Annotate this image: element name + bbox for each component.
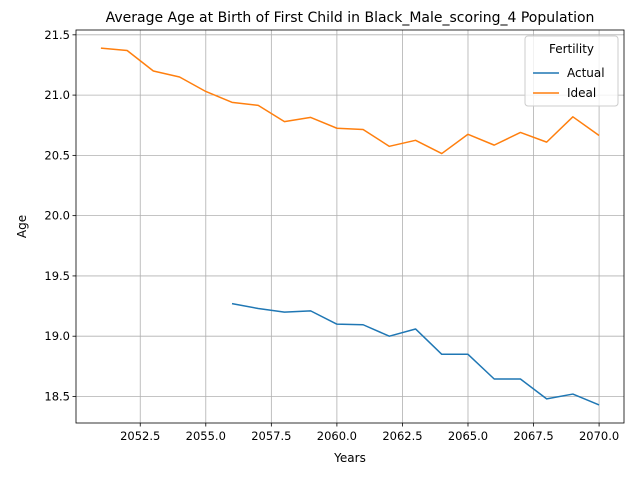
- x-tick-label: 2070.0: [579, 429, 619, 443]
- y-tick-label: 18.5: [44, 389, 70, 403]
- legend: Fertility Actual Ideal: [524, 35, 619, 107]
- x-tick-label: 2065.0: [448, 429, 488, 443]
- legend-entries: Actual Ideal: [533, 66, 605, 100]
- plot-area-frame: [75, 29, 625, 424]
- legend-label-ideal: Ideal: [567, 86, 596, 100]
- series-lines: [100, 47, 600, 406]
- y-tick-label: 19.0: [44, 329, 70, 343]
- legend-title: Fertility: [549, 42, 594, 56]
- y-tick-label: 20.5: [44, 148, 70, 162]
- axis-ticks: 2052.5 2055.0 2057.5 2060.0 2062.5 2065.0 2067…: [44, 28, 619, 443]
- x-axis-label: Years: [333, 451, 366, 465]
- x-tick-label: 2052.5: [120, 429, 160, 443]
- y-tick-label: 19.5: [44, 269, 70, 283]
- series-line-ideal: [100, 47, 600, 155]
- y-tick-label: 20.0: [44, 209, 70, 223]
- chart-title: Average Age at Birth of First Child in B…: [106, 10, 595, 26]
- x-tick-label: 2057.5: [251, 429, 291, 443]
- x-tick-label: 2062.5: [382, 429, 422, 443]
- x-tick-label: 2055.0: [186, 429, 226, 443]
- x-tick-label: 2060.0: [317, 429, 357, 443]
- legend-box: [524, 35, 619, 107]
- y-tick-label: 21.5: [44, 28, 70, 42]
- x-tick-label: 2067.5: [513, 429, 553, 443]
- y-axis-label: Age: [15, 215, 29, 238]
- series-line-actual: [231, 302, 600, 406]
- legend-label-actual: Actual: [567, 66, 605, 80]
- y-tick-label: 21.0: [44, 88, 70, 102]
